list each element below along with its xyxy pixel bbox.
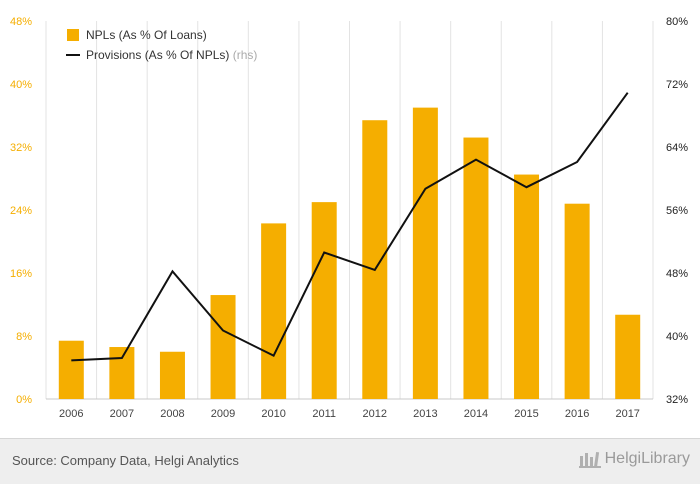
y-left-tick-label: 24%	[10, 205, 32, 217]
provisions-line[interactable]	[71, 92, 629, 362]
bar-2015[interactable]	[514, 174, 540, 399]
y-right-tick-label: 80%	[666, 16, 688, 28]
legend-rhs-suffix: (rhs)	[233, 48, 258, 62]
bar-2006[interactable]	[58, 340, 84, 399]
x-tick-label: 2008	[160, 408, 184, 420]
bar-2012[interactable]	[362, 120, 388, 399]
bar-2013[interactable]	[412, 107, 438, 399]
legend-swatch-npls	[67, 29, 79, 41]
y-right-tick-label: 56%	[666, 205, 688, 217]
y-right-tick-label: 48%	[666, 268, 688, 280]
x-tick-label: 2017	[615, 408, 639, 420]
x-tick-label: 2011	[312, 408, 336, 420]
brand-name: HelgiLibrary	[604, 450, 690, 467]
bar-2007[interactable]	[109, 347, 135, 399]
x-tick-label: 2006	[59, 408, 83, 420]
y-left-tick-label: 32%	[10, 142, 32, 154]
y-left-tick-label: 8%	[16, 331, 32, 343]
bar-2008[interactable]	[159, 351, 185, 399]
x-tick-label: 2009	[211, 408, 235, 420]
chart-svg: 0% 8% 16% 24% 32% 40% 48% 32% 40% 48% 56% 64% 72% 80%…	[10, 16, 688, 420]
x-tick-label: 2012	[363, 408, 387, 420]
legend-label-provisions: Provisions (As % Of NPLs) (rhs)	[86, 48, 257, 62]
bar-2011[interactable]	[311, 202, 337, 399]
y-right-tick-label: 40%	[666, 331, 688, 343]
source-note: Source: Company Data, Helgi Analytics	[12, 453, 239, 468]
x-tick-label: 2016	[565, 408, 589, 420]
y-right-tick-label: 72%	[666, 79, 688, 91]
y-left-tick-label: 40%	[10, 79, 32, 91]
x-tick-label: 2014	[464, 408, 488, 420]
y-right-tick-label: 32%	[666, 394, 688, 406]
legend-label-npls: NPLs (As % Of Loans)	[86, 28, 207, 42]
x-tick-label: 2010	[261, 408, 285, 420]
bar-2009[interactable]	[210, 295, 236, 399]
bar-2014[interactable]	[463, 137, 489, 400]
bar-2016[interactable]	[564, 203, 590, 399]
brand: HelgiLibrary	[578, 450, 690, 468]
y-left-tick-label: 16%	[10, 268, 32, 280]
x-tick-label: 2013	[413, 408, 437, 420]
x-tick-label: 2015	[514, 408, 538, 420]
bar-2017[interactable]	[615, 314, 641, 399]
y-left-tick-label: 0%	[16, 394, 32, 406]
x-tick-label: 2007	[110, 408, 134, 420]
footer: Source: Company Data, Helgi Analytics He…	[0, 438, 700, 484]
y-left-tick-label: 48%	[10, 16, 32, 28]
bar-2010[interactable]	[261, 223, 287, 399]
y-right-tick-label: 64%	[666, 142, 688, 154]
library-logo-icon	[578, 451, 601, 468]
